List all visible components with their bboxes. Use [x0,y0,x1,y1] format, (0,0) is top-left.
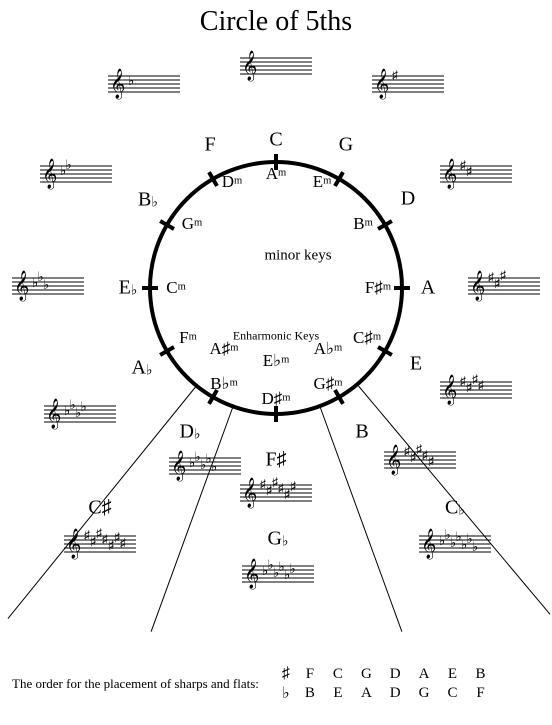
major-key-label: B [355,421,368,444]
major-key-label: F [204,134,215,157]
svg-text:♯: ♯ [428,454,434,468]
key-signature-staff: 𝄞 [240,50,312,86]
svg-text:𝄞: 𝄞 [110,68,125,100]
minor-key-label: F♯m [365,278,391,298]
accidentals-row: ♭BEADGCF [273,683,495,703]
accidental-note: C [324,665,352,683]
accidental-note: E [438,665,466,683]
svg-text:𝄞: 𝄞 [242,477,257,509]
accidental-note: D [381,665,410,683]
minor-key-label: Fm [179,328,197,348]
enharmonic-key-label: C♯ [88,497,111,520]
accidental-note: F [296,665,324,683]
accidental-note: B [466,665,494,683]
key-signature-staff: 𝄞♯♯♯♯♯♯ [240,477,312,513]
svg-text:𝄞: 𝄞 [171,450,186,482]
accidental-note: B [296,683,324,703]
minor-key-label-enharmonic: B♭m [210,374,238,394]
svg-text:♯: ♯ [290,479,296,493]
accidental-note: F [466,683,494,703]
minor-key-label: Gm [182,214,202,234]
enharmonic-key-staff: 𝄞♭♭♭♭♭♭♭ [419,528,491,564]
svg-text:𝄞: 𝄞 [66,528,81,560]
minor-key-label: Am [266,164,286,184]
accidentals-row: ♯FCGDAEB [273,665,495,683]
page-title: Circle of 5ths [0,6,552,38]
enharmonic-key-label: C♭ [445,496,465,519]
svg-text:𝄞: 𝄞 [442,374,457,406]
accidental-note: G [410,683,439,703]
enharmonic-key-label: G♭ [267,527,288,550]
footer-text: The order for the placement of sharps an… [12,676,273,692]
svg-text:♯: ♯ [392,68,398,82]
svg-text:♭: ♭ [211,459,217,474]
accidental-note: A [352,683,381,703]
svg-text:♯: ♯ [466,164,472,178]
minor-key-label: Em [313,172,332,192]
accidental-symbol: ♭ [273,683,296,703]
minor-key-label: C♯m [353,328,381,348]
minor-key-label-enharmonic: D♯m [262,389,291,409]
key-signature-staff: 𝄞♭♭ [40,158,112,194]
key-signature-staff: 𝄞♯♯♯♯ [440,374,512,410]
svg-text:♯: ♯ [120,536,126,550]
svg-text:♯: ♯ [478,378,484,392]
svg-text:♭: ♭ [472,539,478,554]
minor-key-label: Dm [222,172,242,192]
major-key-label: A [421,277,435,300]
major-key-label: E [410,353,422,376]
svg-text:♯: ♯ [500,270,506,282]
footer: The order for the placement of sharps an… [12,665,540,703]
major-key-label: D [401,188,415,211]
minor-key-label: E♭m [263,351,290,371]
svg-text:♭: ♭ [81,399,87,414]
accidental-note: C [438,683,466,703]
key-signature-staff: 𝄞♭♭♭♭ [44,398,116,434]
svg-text:𝄞: 𝄞 [470,270,485,302]
svg-text:♭: ♭ [66,158,72,172]
svg-text:𝄞: 𝄞 [242,50,257,82]
major-key-label: B♭ [138,188,158,211]
svg-text:♭: ♭ [43,277,49,292]
minor-key-label: Bm [353,214,373,234]
accidentals-table: ♯FCGDAEB♭BEADGCF [273,665,495,703]
key-signature-staff: 𝄞♭ [108,68,180,104]
major-key-label: F♯ [265,449,286,472]
svg-text:𝄞: 𝄞 [386,444,401,476]
accidentals-order-table: ♯FCGDAEB♭BEADGCF [273,665,540,703]
circle-tick [394,286,410,290]
key-signature-staff: 𝄞♯♯ [440,158,512,194]
svg-text:𝄞: 𝄞 [46,398,61,430]
accidental-note: E [324,683,352,703]
major-key-label: C [269,129,282,152]
circle-tick [142,286,158,290]
accidental-symbol: ♯ [273,665,296,683]
svg-text:𝄞: 𝄞 [244,558,259,590]
minor-keys-label: minor keys [264,248,331,265]
minor-key-label-enharmonic: G♯m [314,374,343,394]
enharmonic-key-staff: 𝄞♯♯♯♯♯♯♯ [64,528,136,564]
key-signature-staff: 𝄞♯♯♯♯♯ [384,444,456,480]
key-signature-staff: 𝄞♭♭♭♭♭ [169,450,241,486]
svg-text:𝄞: 𝄞 [442,158,457,190]
accidental-note: D [381,683,410,703]
key-signature-staff: 𝄞♯ [372,68,444,104]
accidental-note: A [410,665,439,683]
enharmonic-key-staff: 𝄞♭♭♭♭♭♭ [242,558,314,594]
major-key-label: D♭ [179,420,200,443]
major-key-label: G [339,134,353,157]
svg-text:𝄞: 𝄞 [14,270,29,302]
svg-text:𝄞: 𝄞 [374,68,389,100]
key-signature-staff: 𝄞♯♯♯ [468,270,540,306]
key-signature-staff: 𝄞♭♭♭ [12,270,84,306]
accidental-note: G [352,665,381,683]
enharmonic-keys-label: Enharmonic Keys [233,329,319,344]
major-key-label: A♭ [131,356,152,379]
svg-text:♭: ♭ [128,73,134,88]
svg-text:♭: ♭ [290,561,296,576]
svg-text:𝄞: 𝄞 [42,158,57,190]
minor-key-label: Cm [166,278,186,298]
major-key-label: E♭ [119,276,138,299]
svg-text:𝄞: 𝄞 [421,528,436,560]
